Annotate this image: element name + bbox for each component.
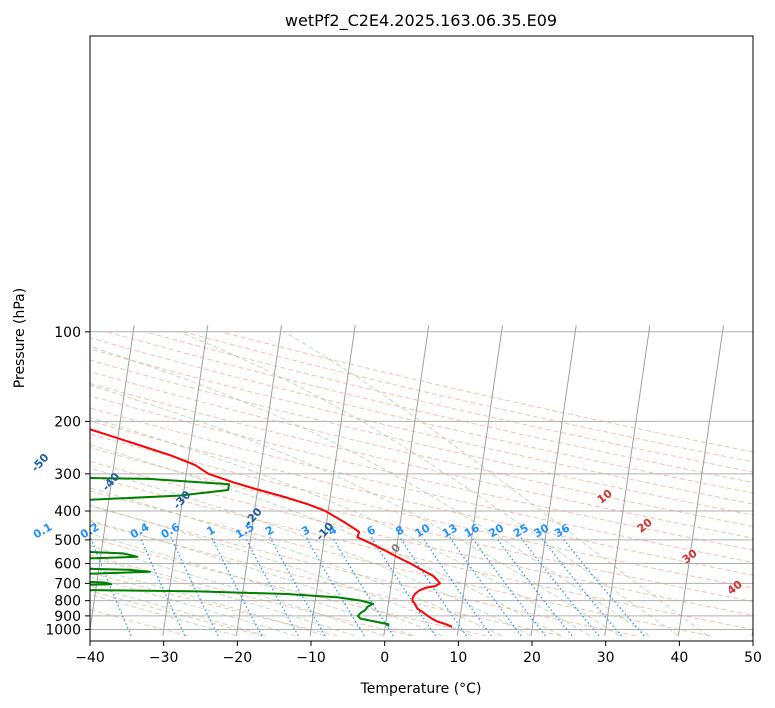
moist-adiabat	[90, 416, 591, 637]
dry-adiabat	[90, 490, 711, 637]
y-tick-label: 900	[54, 609, 81, 625]
y-tick-label: 500	[54, 533, 81, 549]
isotherm	[456, 325, 503, 636]
y-tick-label: 1000	[45, 623, 81, 639]
dry-adiabat	[90, 383, 753, 539]
x-tick-label: 40	[670, 650, 688, 666]
mixing-ratio-line	[540, 536, 622, 637]
mixing-ratio-line	[399, 536, 468, 637]
moist-adiabat	[90, 467, 532, 637]
mixing-ratio-line	[495, 536, 573, 637]
moist-adiabat	[284, 331, 709, 637]
y-tick-label: 700	[54, 576, 81, 592]
y-tick-label: 400	[54, 504, 81, 520]
dry-adiabat	[182, 331, 753, 463]
mixing-ratio-lines	[90, 536, 645, 637]
moist-adiabats	[90, 331, 709, 637]
moist-adiabat	[90, 444, 561, 637]
dry-adiabat	[90, 371, 753, 528]
x-tick-label: 0	[380, 650, 389, 666]
y-tick-label: 800	[54, 594, 81, 610]
dry-adiabat	[90, 537, 487, 637]
x-tick-label: −30	[149, 650, 179, 666]
plot-area	[90, 325, 753, 637]
y-axis-label: Pressure (hPa)	[12, 288, 28, 388]
mixing-ratio-line	[90, 537, 132, 637]
isotherm	[530, 325, 577, 636]
y-tick-label: 300	[54, 467, 81, 483]
mixing-ratio-line	[561, 536, 645, 637]
x-tick-label: 30	[597, 650, 615, 666]
moist-adiabat	[90, 545, 384, 637]
x-tick-label: −10	[296, 650, 326, 666]
moist-adiabat	[90, 566, 325, 637]
moist-adiabat	[90, 345, 650, 637]
moist-adiabat	[90, 487, 502, 637]
y-tick-label: 200	[54, 414, 81, 430]
moist-adiabat	[90, 576, 296, 637]
plot-frame	[89, 35, 754, 642]
y-tick-label: 100	[54, 325, 81, 341]
mixing-ratio-line	[139, 537, 186, 637]
profiles	[90, 428, 453, 628]
x-tick-label: 20	[523, 650, 541, 666]
dry-adiabats	[90, 331, 753, 637]
moist-adiabat	[90, 519, 443, 637]
dry-adiabat	[90, 505, 637, 637]
chart-title: wetPf2_C2E4.2025.163.06.35.E09	[285, 11, 557, 31]
x-tick-label: −20	[223, 650, 253, 666]
dry-adiabat	[90, 395, 753, 551]
moist-adiabat	[90, 533, 414, 637]
moist-adiabat	[90, 585, 267, 637]
dry-adiabat	[144, 331, 753, 473]
dry-adiabat	[90, 407, 753, 564]
dewpoint-profile	[90, 476, 390, 627]
dry-adiabat	[90, 447, 753, 603]
x-tick-label: 50	[744, 650, 762, 666]
moist-adiabat	[178, 331, 679, 637]
mixing-ratio-line	[210, 537, 263, 637]
isotherm	[383, 325, 430, 636]
dry-adiabat	[90, 521, 562, 637]
temperature-profile	[90, 428, 453, 628]
mixing-ratio-line	[422, 536, 492, 637]
x-axis-label: Temperature (°C)	[360, 681, 482, 697]
isotherm	[677, 325, 724, 636]
isotherm	[604, 325, 651, 636]
x-axis: −40 −30 −20 −10 0 10 20 30 40 50	[75, 641, 762, 666]
mixing-ratio-line	[305, 537, 365, 637]
x-tick-label: −40	[75, 650, 105, 666]
moist-adiabat	[90, 384, 620, 637]
dry-adiabat	[90, 460, 753, 616]
dry-adiabat	[90, 359, 753, 516]
dry-adiabat	[90, 475, 753, 631]
dry-adiabat	[90, 420, 753, 576]
dry-adiabat	[90, 572, 338, 637]
dry-adiabat	[90, 348, 753, 505]
mixing-ratio-line	[170, 537, 219, 637]
isotherms	[90, 325, 753, 636]
dry-adiabat	[90, 609, 189, 637]
y-tick-label: 600	[54, 556, 81, 572]
dry-adiabat	[90, 337, 753, 494]
isotherm	[235, 325, 282, 636]
isotherm	[309, 325, 356, 636]
mixing-ratio-line	[370, 536, 436, 637]
x-tick-label: 10	[449, 650, 467, 666]
dry-adiabat	[106, 331, 753, 484]
